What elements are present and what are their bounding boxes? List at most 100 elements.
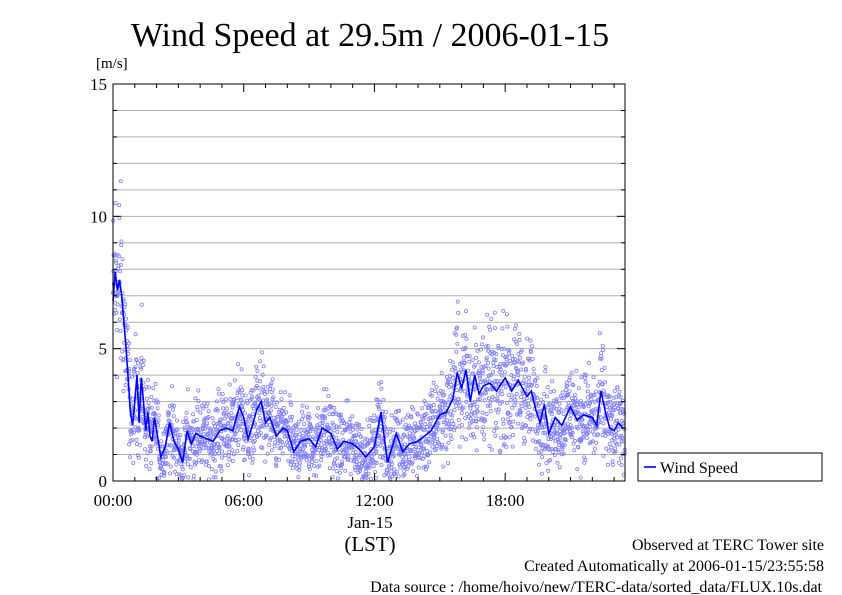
scatter-point [325,440,330,445]
scatter-point [392,453,397,458]
scatter-point [486,366,491,371]
scatter-point [148,449,153,454]
scatter-point [548,457,553,462]
scatter-point [549,409,554,414]
scatter-point [332,405,337,410]
scatter-point [226,412,231,417]
scatter-point [617,389,622,394]
scatter-point [533,446,538,451]
scatter-point [530,356,535,361]
scatter-point [330,475,335,480]
scatter-point [567,416,572,421]
scatter-point [513,398,518,403]
scatter-point [589,397,594,402]
scatter-point [195,452,200,457]
scatter-point [226,450,231,455]
scatter-point [453,400,458,405]
scatter-point [198,410,203,415]
scatter-point [519,367,524,372]
scatter-point [311,463,316,468]
scatter-point [323,446,328,451]
scatter-point [567,375,572,380]
scatter-point [502,370,507,375]
scatter-point [465,354,470,359]
scatter-point [205,421,210,426]
scatter-point [612,401,617,406]
scatter-point [479,392,484,397]
scatter-point [512,326,517,331]
scatter-point [434,384,439,389]
scatter-point [146,400,151,405]
scatter-point [134,437,139,442]
scatter-point [575,426,580,431]
scatter-point [507,358,512,363]
scatter-point [442,413,447,418]
scatter-point [416,445,421,450]
scatter-point [494,351,499,356]
scatter-point [424,437,429,442]
scatter-point [114,327,119,332]
scatter-point [579,416,584,421]
scatter-point [613,446,618,451]
scatter-point [423,422,428,427]
scatter-point [248,416,253,421]
scatter-point [480,335,485,340]
scatter-point [252,448,257,453]
scatter-point [194,460,199,465]
scatter-point [248,435,253,440]
scatter-point [385,468,390,473]
scatter-point [619,439,624,444]
scatter-point [188,465,193,470]
scatter-point [209,467,214,472]
scatter-point [387,463,392,468]
scatter-point [411,469,416,474]
scatter-point [317,422,322,427]
scatter-point [212,458,217,463]
scatter-point [541,430,546,435]
scatter-point [372,413,377,418]
scatter-point [601,453,606,458]
scatter-point [241,400,246,405]
scatter-point [193,396,198,401]
scatter-point [560,447,565,452]
scatter-point [144,385,149,390]
scatter-point [602,391,607,396]
scatter-point [602,365,607,370]
scatter-point [211,420,216,425]
scatter-point [241,445,246,450]
scatter-point [182,473,187,478]
scatter-point [585,389,590,394]
scatter-point [611,395,616,400]
scatter-point [516,373,521,378]
scatter-point [147,444,152,449]
scatter-point [320,418,325,423]
scatter-point [225,434,230,439]
scatter-point [366,471,371,476]
scatter-point [116,254,121,259]
scatter-point [149,444,154,449]
scatter-point [227,444,232,449]
scatter-point [503,435,508,440]
scatter-point [167,443,172,448]
scatter-point [314,473,319,478]
scatter-point [487,444,492,449]
scatter-point [278,390,283,395]
scatter-point [548,389,553,394]
scatter-point [283,390,288,395]
scatter-point [375,397,380,402]
scatter-point [307,415,312,420]
scatter-point [368,476,373,481]
y-axis-ticks: 0 5 10 15 [90,75,625,491]
scatter-point [400,454,405,459]
scatter-point [132,372,137,377]
scatter-point [510,432,515,437]
scatter-point [251,406,256,411]
scatter-point [518,355,523,360]
scatter-point [546,444,551,449]
scatter-point [307,464,312,469]
scatter-point [495,398,500,403]
scatter-point [292,462,297,467]
scatter-point [196,427,201,432]
scatter-point [447,384,452,389]
scatter-point [602,429,607,434]
